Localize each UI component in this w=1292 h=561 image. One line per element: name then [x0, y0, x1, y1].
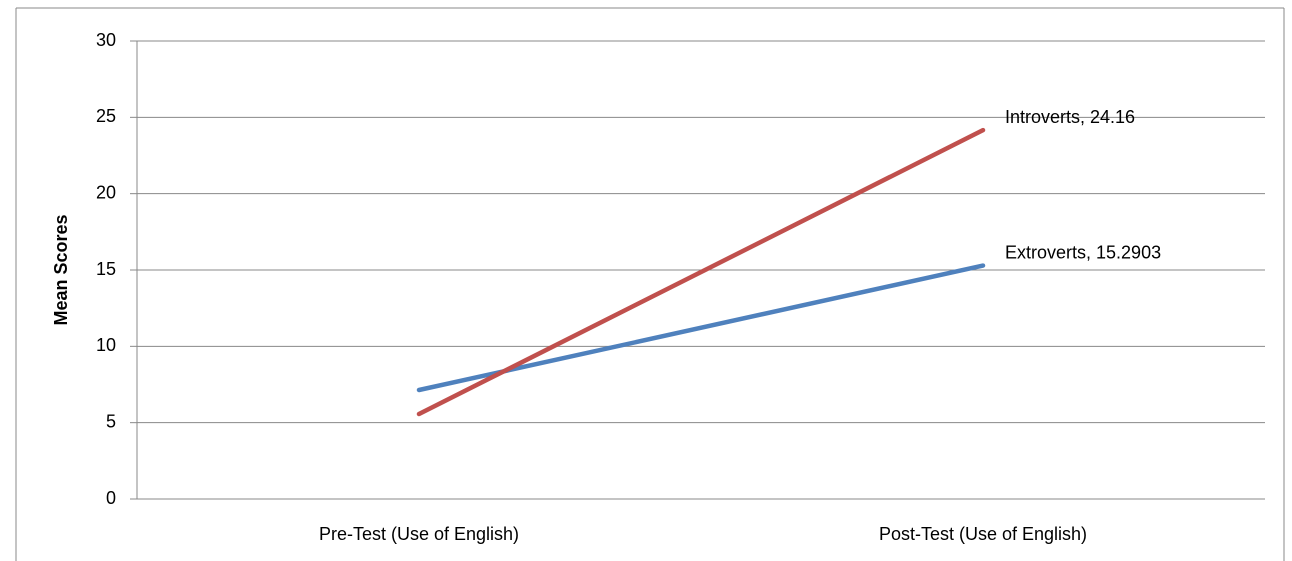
- data-label: Introverts, 24.16: [1005, 107, 1135, 127]
- y-tick-label: 15: [96, 259, 116, 279]
- series-line: [416, 127, 986, 417]
- y-axis-label: Mean Scores: [51, 214, 71, 325]
- series-line: [416, 263, 986, 393]
- y-tick-label: 25: [96, 106, 116, 126]
- x-tick-label: Post-Test (Use of English): [879, 524, 1087, 544]
- y-tick-label: 20: [96, 182, 116, 202]
- y-tick-label: 10: [96, 335, 116, 355]
- y-tick-label: 30: [96, 30, 116, 50]
- y-tick-label: 5: [106, 411, 116, 431]
- data-label: Extroverts, 15.2903: [1005, 242, 1161, 262]
- x-tick-label: Pre-Test (Use of English): [319, 524, 519, 544]
- y-tick-label: 0: [106, 488, 116, 508]
